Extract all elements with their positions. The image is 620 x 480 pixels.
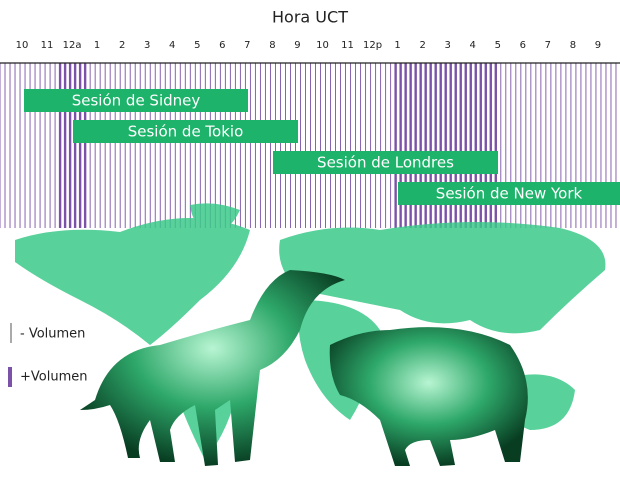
hour-label: 1 [94,40,100,51]
legend-low: - Volumen [20,327,85,342]
hour-label: 4 [169,40,175,51]
hour-label: 6 [520,40,526,51]
session-bar [273,151,498,174]
hour-label: 7 [244,40,250,51]
hour-label: 10 [16,40,29,51]
session-bar [24,89,248,112]
hour-label: 5 [194,40,200,51]
hour-label: 6 [219,40,225,51]
hour-label: 11 [341,40,354,51]
hour-label: 8 [570,40,576,51]
session-bar [73,120,298,143]
hour-label: 3 [144,40,150,51]
hour-label: 1 [394,40,400,51]
session-label: Sesión de Sidney [72,92,201,110]
legend-high: +Volumen [20,370,87,385]
hour-label: 2 [119,40,125,51]
session-label: Sesión de Tokio [128,123,244,141]
hour-label: 5 [495,40,501,51]
session-label: Sesión de Londres [317,154,454,172]
hour-label: 8 [269,40,275,51]
session-bar [398,182,620,205]
legend-high-swatch [8,367,12,387]
hour-label: 9 [595,40,601,51]
hour-label: 3 [444,40,450,51]
hour-label: 10 [316,40,329,51]
hour-label: 7 [545,40,551,51]
hour-label: 2 [419,40,425,51]
hour-label: 9 [294,40,300,51]
hour-label: 12a [63,40,82,51]
bull-bear [80,270,528,466]
session-label: Sesión de New York [436,185,583,203]
hour-label: 12p [363,40,382,51]
hour-label: 4 [470,40,476,51]
hour-label: 11 [41,40,54,51]
axis-title: Hora UCT [272,8,348,27]
